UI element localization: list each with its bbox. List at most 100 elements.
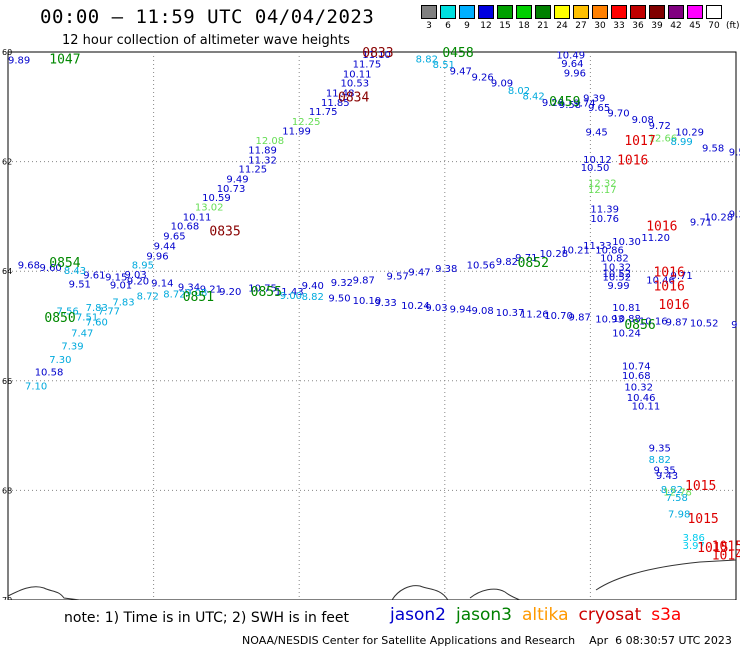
legend-swatch-label: 27	[575, 21, 587, 31]
wave-height-value: 10.50	[581, 163, 610, 174]
wave-height-value: 12.78	[663, 487, 692, 498]
wave-height-value: 10.32	[603, 262, 632, 273]
wave-height-value: 9.96	[146, 251, 168, 262]
wave-height-value: 9.39	[583, 93, 605, 104]
wave-height-value: 10.11	[343, 69, 372, 80]
wave-height-value: 8.72	[163, 290, 185, 301]
wave-height-value: 10.16	[639, 317, 668, 328]
wave-height-value: 9.82	[496, 257, 518, 268]
legend-swatch	[592, 5, 608, 19]
wave-height-value: 9.35	[653, 466, 675, 477]
wave-height-value: 10.52	[603, 273, 632, 284]
time-pressure-label: 0855	[251, 285, 282, 300]
wave-height-value: 9.72	[649, 121, 671, 132]
wave-height-value: 9.87	[569, 313, 591, 324]
wave-height-value: 9.03	[425, 303, 447, 314]
time-pressure-label: 0833	[362, 46, 393, 61]
chart-title: 00:00 — 11:59 UTC 04/04/2023	[40, 6, 375, 28]
y-tick-label: 66	[2, 377, 12, 386]
wave-height-value: 10.74	[622, 361, 651, 372]
wave-height-value: 10.75	[248, 284, 277, 295]
wave-height-value: 9.74	[573, 98, 595, 109]
wave-height-value: 12.32	[588, 178, 617, 189]
wave-height-value: 10.59	[202, 193, 231, 204]
time-pressure-label: 1014	[712, 549, 740, 564]
wave-height-value: 10.49	[556, 51, 585, 62]
wave-height-value: 8.95	[132, 261, 154, 272]
time-pressure-label: 1015	[712, 539, 740, 554]
legend-swatch-label: 3	[426, 21, 432, 31]
wave-height-value: 11.43	[275, 287, 304, 298]
wave-height-value: 10.70	[544, 311, 573, 322]
wave-height-value: 10.68	[622, 371, 651, 382]
legend-swatch-label: 21	[537, 21, 549, 31]
wave-height-value: 10.37	[496, 308, 525, 319]
legend-swatch	[535, 5, 551, 19]
y-tick-label: 60	[2, 48, 12, 57]
legend-swatch-label: 36	[632, 21, 644, 31]
wave-height-value: 9	[731, 320, 737, 331]
wave-height-value: 10.56	[467, 261, 496, 272]
legend-swatch-label: 9	[464, 21, 470, 31]
wave-height-value: 7.83	[86, 303, 108, 314]
wave-height-value: 10.76	[590, 214, 619, 225]
wave-height-value: 7.98	[668, 509, 690, 520]
wave-height-value: 12.17	[588, 185, 617, 196]
wave-height-value: 10.58	[35, 367, 64, 378]
wave-height-value: 9.89	[8, 56, 30, 67]
wave-height-value: 10.73	[217, 184, 246, 195]
wave-height-value: 12.66	[649, 133, 678, 144]
wave-height-value: 9.47	[450, 67, 472, 78]
wave-height-value: 9.58	[702, 143, 724, 154]
legend-swatch-label: 24	[556, 21, 568, 31]
legend-swatch	[459, 5, 475, 19]
wave-height-value: 9.15	[105, 273, 127, 284]
legend-swatch	[706, 5, 722, 19]
wave-height-value: 9.08	[471, 306, 493, 317]
satellite-label: jason3	[456, 605, 512, 625]
wave-height-value: 10.30	[612, 237, 641, 248]
wave-height-value: 9.34	[178, 283, 200, 294]
wave-height-value: 8.72	[137, 291, 159, 302]
wave-height-value: 10.12	[583, 155, 612, 166]
wave-height-value: 12.08	[256, 136, 285, 147]
wave-height-value: 9.20	[219, 287, 241, 298]
time-pressure-label: 1015	[685, 479, 716, 494]
wave-height-value: 9.08	[632, 115, 654, 126]
wave-height-value: 11.89	[248, 146, 277, 157]
grid-lines	[8, 52, 736, 600]
y-tick-label: 62	[2, 158, 12, 167]
wave-height-value: 10.46	[646, 275, 675, 286]
wave-height-value: 13.02	[195, 203, 224, 214]
wave-height-value: 8.42	[522, 91, 544, 102]
wave-height-value: 10.53	[340, 79, 369, 90]
legend-swatch	[516, 5, 532, 19]
satellite-legend: jason2 jason3 altika cryosat s3a	[390, 605, 691, 625]
legend-swatch-label: 18	[518, 21, 530, 31]
time-pressure-label: 1016	[653, 280, 684, 295]
wave-height-value: 10.21	[561, 245, 590, 256]
wave-height-value: 9.45	[586, 127, 608, 138]
wave-height-value: 3.86	[683, 533, 705, 544]
time-pressure-label: 0854	[49, 256, 80, 271]
wave-height-value: 11.39	[590, 205, 619, 216]
wave-height-value: 9.70	[607, 108, 629, 119]
wave-height-value: 11.33	[583, 241, 612, 252]
wave-height-value: 10.86	[595, 245, 624, 256]
wave-height-value: 9.87	[353, 275, 375, 286]
y-tick-label: 64	[2, 267, 12, 276]
wave-height-value: 11.48	[326, 89, 355, 100]
y-tick-label: 68	[2, 486, 12, 495]
wave-height-value: 7.47	[71, 329, 93, 340]
wave-height-value: 10.46	[627, 393, 656, 404]
footer-note: note: 1) Time is in UTC; 2) SWH is in fe…	[64, 610, 350, 626]
wave-height-value: 9.20	[127, 277, 149, 288]
time-pressure-label: 0459	[549, 95, 580, 110]
wave-height-value: 10.28	[704, 212, 733, 223]
wave-height-value: 11.25	[239, 165, 268, 176]
legend-swatch	[440, 5, 456, 19]
legend-swatch	[478, 5, 494, 19]
time-pressure-label: 0856	[624, 318, 655, 333]
wave-height-value: 10.11	[183, 212, 212, 223]
legend-swatch-label: 33	[613, 21, 625, 31]
